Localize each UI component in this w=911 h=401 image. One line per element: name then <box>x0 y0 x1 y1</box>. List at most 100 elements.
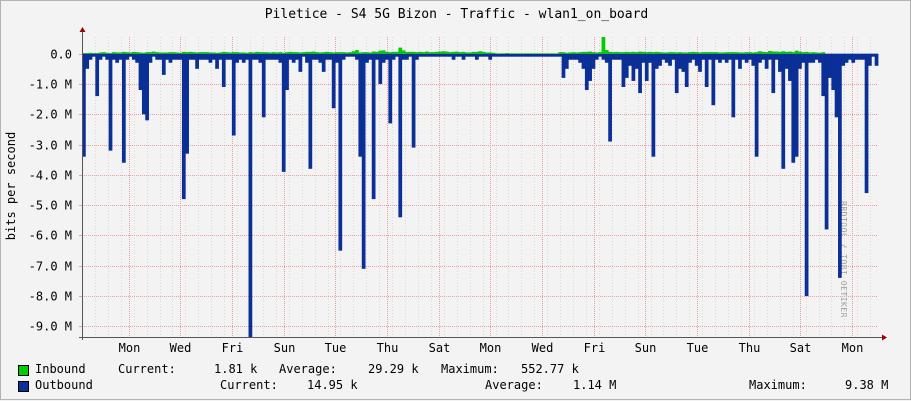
inbound-bar <box>288 51 293 54</box>
inbound-bar <box>674 52 679 54</box>
outbound-bar <box>868 53 872 66</box>
inbound-bar <box>738 52 742 54</box>
inbound-bar <box>794 50 799 54</box>
outbound-bar <box>458 53 463 57</box>
outbound-bar <box>375 53 379 60</box>
outbound-bar <box>148 53 153 63</box>
outbound-bar <box>181 53 186 200</box>
inbound-bar <box>161 52 166 54</box>
outbound-bar <box>401 53 406 60</box>
inbound-bar <box>465 52 469 54</box>
outbound-bar <box>131 53 136 60</box>
outbound-bar <box>728 53 732 60</box>
outbound-bar <box>128 53 133 57</box>
outbound-bar <box>644 53 649 81</box>
inbound-bar <box>185 52 189 54</box>
outbound-bar <box>351 53 356 57</box>
inbound-bar <box>258 52 263 54</box>
inbound-bar <box>658 52 662 54</box>
outbound-bar <box>631 53 636 81</box>
outbound-current-value: 14.95 k <box>307 378 358 392</box>
outbound-bar <box>561 53 566 78</box>
outbound-bar <box>331 53 336 109</box>
outbound-bar <box>514 53 519 57</box>
inbound-bar <box>728 52 732 54</box>
outbound-bar <box>501 53 506 57</box>
outbound-bar <box>861 53 866 60</box>
outbound-bar <box>481 53 486 57</box>
outbound-bar <box>235 53 239 63</box>
inbound-bar <box>804 51 809 54</box>
outbound-bar <box>288 53 293 60</box>
outbound-bar <box>574 53 579 60</box>
x-tick-label: Mon <box>480 341 502 355</box>
inbound-bar <box>178 52 183 54</box>
outbound-bar <box>831 53 836 91</box>
outbound-bar <box>851 53 856 63</box>
x-tick-label: Wed <box>170 341 192 355</box>
inbound-bar <box>584 51 589 54</box>
outbound-bar <box>261 53 266 118</box>
outbound-bar <box>231 53 236 136</box>
inbound-bar <box>378 50 383 54</box>
inbound-bar <box>401 50 406 54</box>
outbound-bar <box>468 53 473 57</box>
outbound-bar <box>771 53 776 94</box>
inbound-bar <box>741 52 746 54</box>
inbound-bar <box>388 52 393 54</box>
inbound-bar <box>418 51 423 54</box>
inbound-bar <box>308 51 313 54</box>
outbound-bar <box>338 53 343 251</box>
inbound-bar <box>158 52 163 54</box>
outbound-bar <box>318 53 323 63</box>
inbound-bar <box>175 52 179 54</box>
inbound-bar <box>181 51 186 54</box>
inbound-bar <box>591 52 596 54</box>
inbound-bar <box>478 51 483 54</box>
inbound-bar <box>754 52 759 54</box>
x-tick-label: Mon <box>842 341 864 355</box>
outbound-bar <box>691 53 696 60</box>
outbound-bar <box>594 53 599 60</box>
inbound-bar <box>355 50 359 54</box>
inbound-bar <box>621 52 626 54</box>
outbound-bar <box>348 53 353 57</box>
outbound-bar <box>395 53 399 57</box>
x-tick-label: Mon <box>119 341 141 355</box>
inbound-bar <box>305 51 309 54</box>
outbound-bar <box>824 53 829 230</box>
inbound-bar <box>731 52 736 54</box>
inbound-bar <box>278 52 283 54</box>
outbound-bar <box>125 53 130 60</box>
inbound-bar <box>111 52 116 54</box>
outbound-bar <box>571 53 576 60</box>
inbound-bar <box>82 53 86 54</box>
inbound-bar <box>614 51 619 54</box>
x-tick-label: Tue <box>325 341 347 355</box>
outbound-bar <box>741 53 746 60</box>
outbound-bar <box>248 53 253 338</box>
outbound-bar <box>814 53 819 60</box>
inbound-bar <box>758 51 762 54</box>
inbound-bar <box>218 52 223 54</box>
inbound-bar <box>458 52 463 54</box>
legend-row-inbound: Inbound Current: 1.81 k Average: 29.29 k… <box>1 362 911 378</box>
inbound-bar <box>548 53 553 54</box>
y-tick-label: -8.0 M <box>29 290 72 304</box>
outbound-bar <box>551 53 556 57</box>
outbound-bar <box>694 53 699 66</box>
outbound-bar <box>668 53 672 66</box>
inbound-bar <box>315 52 319 54</box>
inbound-bar <box>601 37 606 54</box>
outbound-name: Outbound <box>35 378 93 392</box>
outbound-bar <box>601 53 606 60</box>
inbound-bar <box>188 51 193 54</box>
inbound-bar <box>611 52 616 54</box>
inbound-bar <box>814 52 819 54</box>
outbound-bar <box>858 53 862 60</box>
inbound-bar <box>118 52 123 54</box>
y-tick-label: -5.0 M <box>29 199 72 213</box>
outbound-bar <box>661 53 666 60</box>
outbound-bar <box>378 53 383 84</box>
chart-title: Piletice - S4 5G Bizon - Traffic - wlan1… <box>264 7 649 22</box>
